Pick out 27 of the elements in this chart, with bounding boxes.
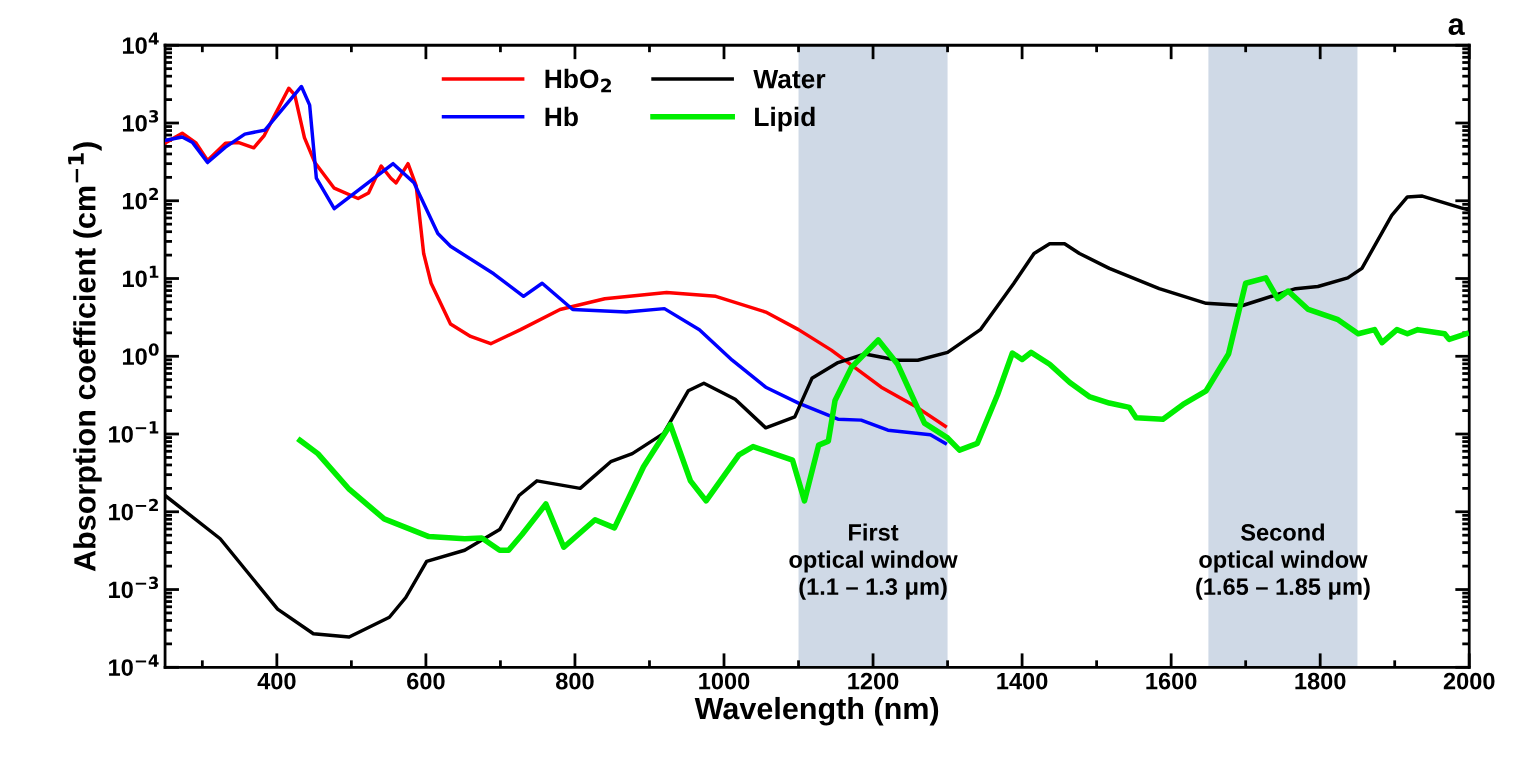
x-tick-label: 1200 — [848, 672, 899, 690]
y-tick-label: 10$^{2}$ — [122, 187, 159, 210]
y-tick-label: 10$^{4}$ — [122, 32, 159, 54]
band-label: First optical window (1.1 – 1.3 μm) — [789, 523, 958, 600]
band-label: Second optical window (1.65 – 1.85 μm) — [1196, 523, 1370, 600]
y-tick-label: 10$^{−3}$ — [109, 576, 159, 599]
x-tick-label: 400 — [257, 672, 296, 690]
legend-label: Hb — [545, 106, 578, 127]
y-tick-label: 10$^{1}$ — [122, 265, 159, 288]
x-tick-label: 600 — [407, 672, 445, 690]
x-axis-title: Wavelength (nm) — [694, 696, 939, 726]
x-tick-label: 1800 — [1295, 672, 1346, 690]
text: a — [1448, 18, 1465, 36]
y-tick-label: 10$^{−2}$ — [109, 498, 158, 521]
legend-label: Water — [753, 69, 826, 89]
x-tick-label: 1600 — [1146, 672, 1197, 690]
x-tick-label: 2000 — [1443, 672, 1495, 690]
y-tick-label: 10$^{−1}$ — [109, 421, 159, 443]
y-axis-title: Absorption coefficient (cm$^{−1}$) — [68, 142, 102, 572]
y-tick-label: 10$^{−4}$ — [109, 654, 159, 676]
x-tick-label: 1400 — [997, 672, 1048, 690]
y-tick-label: 10$^{0}$ — [122, 343, 159, 365]
x-tick-label: 1000 — [699, 672, 750, 690]
x-tick-label: 800 — [556, 672, 594, 690]
legend-label: HbO$_{2}$ — [545, 68, 611, 93]
legend-label: Lipid — [755, 106, 815, 132]
y-tick-label: 10$^{3}$ — [122, 110, 159, 132]
